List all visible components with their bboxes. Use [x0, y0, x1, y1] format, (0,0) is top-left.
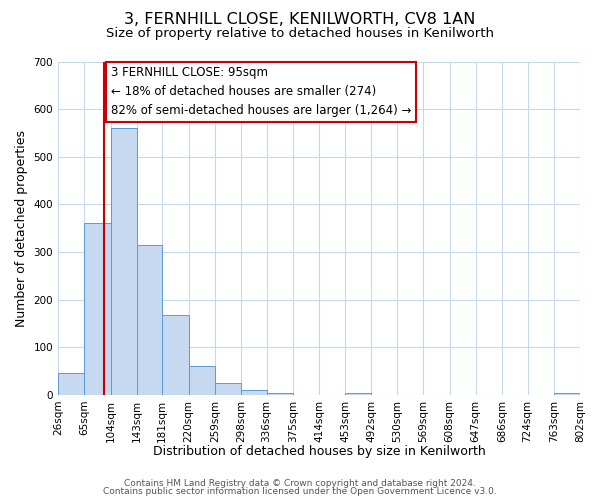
- Bar: [554, 393, 580, 394]
- Bar: [188, 366, 215, 394]
- Text: Size of property relative to detached houses in Kenilworth: Size of property relative to detached ho…: [106, 28, 494, 40]
- Bar: [162, 315, 188, 394]
- Bar: [266, 393, 293, 394]
- Bar: [241, 390, 266, 394]
- Bar: [215, 383, 241, 394]
- Bar: [84, 224, 110, 394]
- Text: Contains HM Land Registry data © Crown copyright and database right 2024.: Contains HM Land Registry data © Crown c…: [124, 478, 476, 488]
- X-axis label: Distribution of detached houses by size in Kenilworth: Distribution of detached houses by size …: [152, 444, 485, 458]
- Bar: [58, 374, 84, 394]
- Text: Contains public sector information licensed under the Open Government Licence v3: Contains public sector information licen…: [103, 487, 497, 496]
- Bar: [137, 245, 162, 394]
- Bar: [110, 128, 137, 394]
- Y-axis label: Number of detached properties: Number of detached properties: [15, 130, 28, 326]
- Text: 3, FERNHILL CLOSE, KENILWORTH, CV8 1AN: 3, FERNHILL CLOSE, KENILWORTH, CV8 1AN: [124, 12, 476, 28]
- Text: 3 FERNHILL CLOSE: 95sqm
← 18% of detached houses are smaller (274)
82% of semi-d: 3 FERNHILL CLOSE: 95sqm ← 18% of detache…: [110, 66, 411, 118]
